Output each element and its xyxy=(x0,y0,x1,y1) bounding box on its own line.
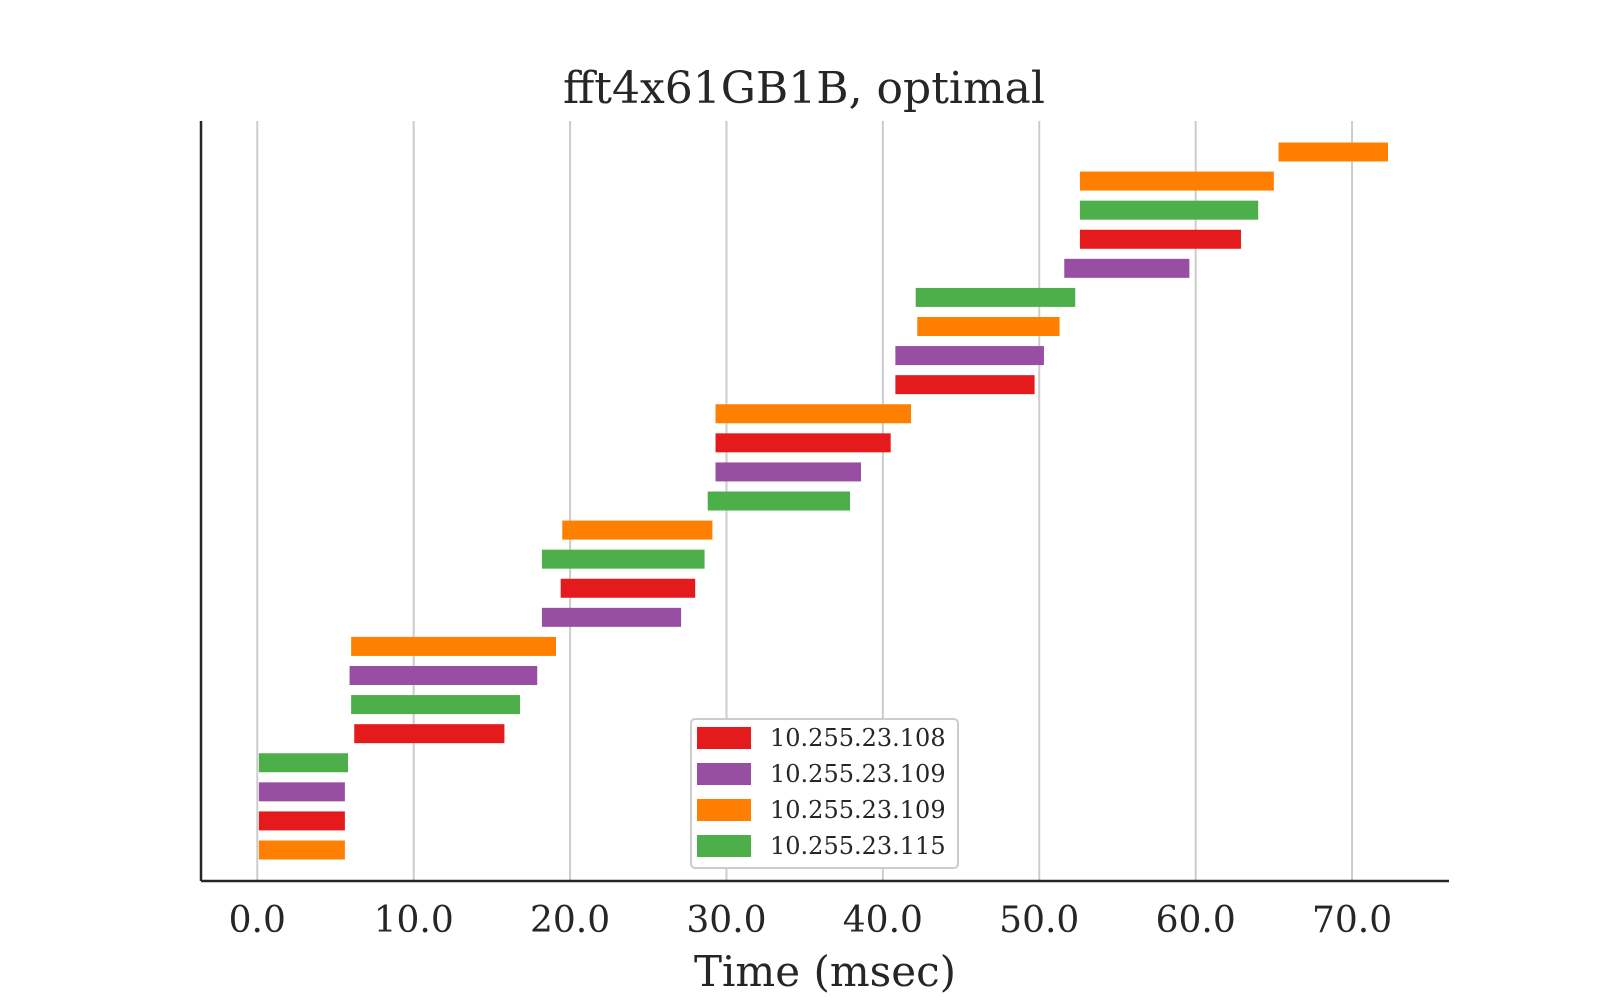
task-bar-6 xyxy=(349,666,538,685)
task-bar-23 xyxy=(1079,171,1274,191)
x-tick-label-4: 40.0 xyxy=(843,900,923,941)
task-bar-0 xyxy=(258,840,345,860)
x-tick-label-2: 20.0 xyxy=(530,900,610,941)
task-bar-9 xyxy=(560,578,696,598)
task-bar-7 xyxy=(351,636,557,656)
legend-swatch-1 xyxy=(697,763,751,785)
x-tick-label-1: 10.0 xyxy=(374,900,454,941)
task-bar-2 xyxy=(258,782,345,802)
task-bar-24 xyxy=(1278,142,1389,162)
task-bar-4 xyxy=(354,724,505,744)
legend-swatch-2 xyxy=(697,799,751,821)
task-bar-17 xyxy=(895,346,1044,366)
legend: 10.255.23.108 10.255.23.109 10.255.23.109 1… xyxy=(690,718,959,869)
task-bar-12 xyxy=(707,491,851,511)
legend-label-2: 10.255.23.109 xyxy=(770,796,946,824)
x-tick-label-3: 30.0 xyxy=(686,900,766,941)
task-bar-3 xyxy=(258,753,349,773)
legend-swatch-3 xyxy=(697,835,751,857)
task-bar-10 xyxy=(541,549,705,569)
task-bar-19 xyxy=(915,287,1076,307)
legend-label-3: 10.255.23.115 xyxy=(770,832,946,860)
task-bar-21 xyxy=(1079,229,1241,249)
x-tick-label-5: 50.0 xyxy=(999,900,1079,941)
task-bars xyxy=(258,142,1389,860)
legend-label-1: 10.255.23.109 xyxy=(770,760,946,788)
legend-swatch-0 xyxy=(697,727,751,749)
chart-title: fft4x61GB1B, optimal xyxy=(563,63,1045,114)
x-tick-label-6: 60.0 xyxy=(1156,900,1236,941)
x-axis-ticks: 0.0 10.0 20.0 30.0 40.0 50.0 60.0 70.0 xyxy=(229,900,1392,941)
task-bar-15 xyxy=(715,404,912,424)
x-tick-label-7: 70.0 xyxy=(1312,900,1392,941)
task-bar-14 xyxy=(715,433,891,453)
task-bar-20 xyxy=(1064,258,1190,278)
task-bar-8 xyxy=(541,607,682,627)
legend-frame xyxy=(690,718,959,869)
x-tick-label-0: 0.0 xyxy=(229,900,286,941)
legend-label-0: 10.255.23.108 xyxy=(770,724,946,752)
task-bar-5 xyxy=(351,695,521,715)
task-bar-11 xyxy=(562,520,713,540)
x-axis-label: Time (msec) xyxy=(694,947,956,996)
task-bar-16 xyxy=(895,375,1035,395)
task-bar-13 xyxy=(715,462,861,482)
task-bar-18 xyxy=(917,317,1060,336)
task-bar-1 xyxy=(258,811,345,831)
task-bar-22 xyxy=(1079,200,1259,220)
